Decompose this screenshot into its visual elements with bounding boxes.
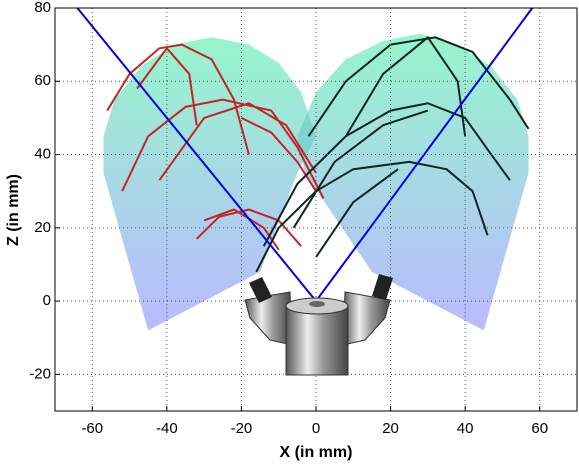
trajectory-line [315,168,399,258]
y-tick-label: -20 [29,365,51,382]
trajectory-line [158,102,317,181]
robot-image [244,274,393,376]
x-tick-label: 60 [531,420,548,437]
x-tick-label: 0 [312,420,320,437]
x-tick-label: 20 [382,420,399,437]
y-tick-label: 40 [34,146,51,163]
trajectory-line [255,160,489,273]
y-tick-label: 60 [34,72,51,89]
y-axis-title: Z (in mm) [5,174,22,246]
x-tick-label: 40 [457,420,474,437]
x-tick-label: -20 [231,420,253,437]
y-tick-label: 20 [34,219,51,236]
x-tick-label: -40 [156,420,178,437]
plot-area [76,8,534,331]
trajectory-line [262,102,511,247]
x-axis-title: X (in mm) [280,444,353,461]
trajectory-line [307,36,530,137]
trajectory-line [344,36,467,137]
y-tick-label: 80 [34,0,51,16]
trajectory-line [136,47,198,126]
y-tick-label: 0 [43,292,51,309]
x-tick-label: -60 [81,420,103,437]
trajectory-line [121,98,325,199]
trajectory-line [292,109,429,229]
trajectory-line [240,117,317,192]
workspace-region [297,33,529,331]
trajectory-line [106,43,250,155]
trajectory-line [195,208,302,247]
